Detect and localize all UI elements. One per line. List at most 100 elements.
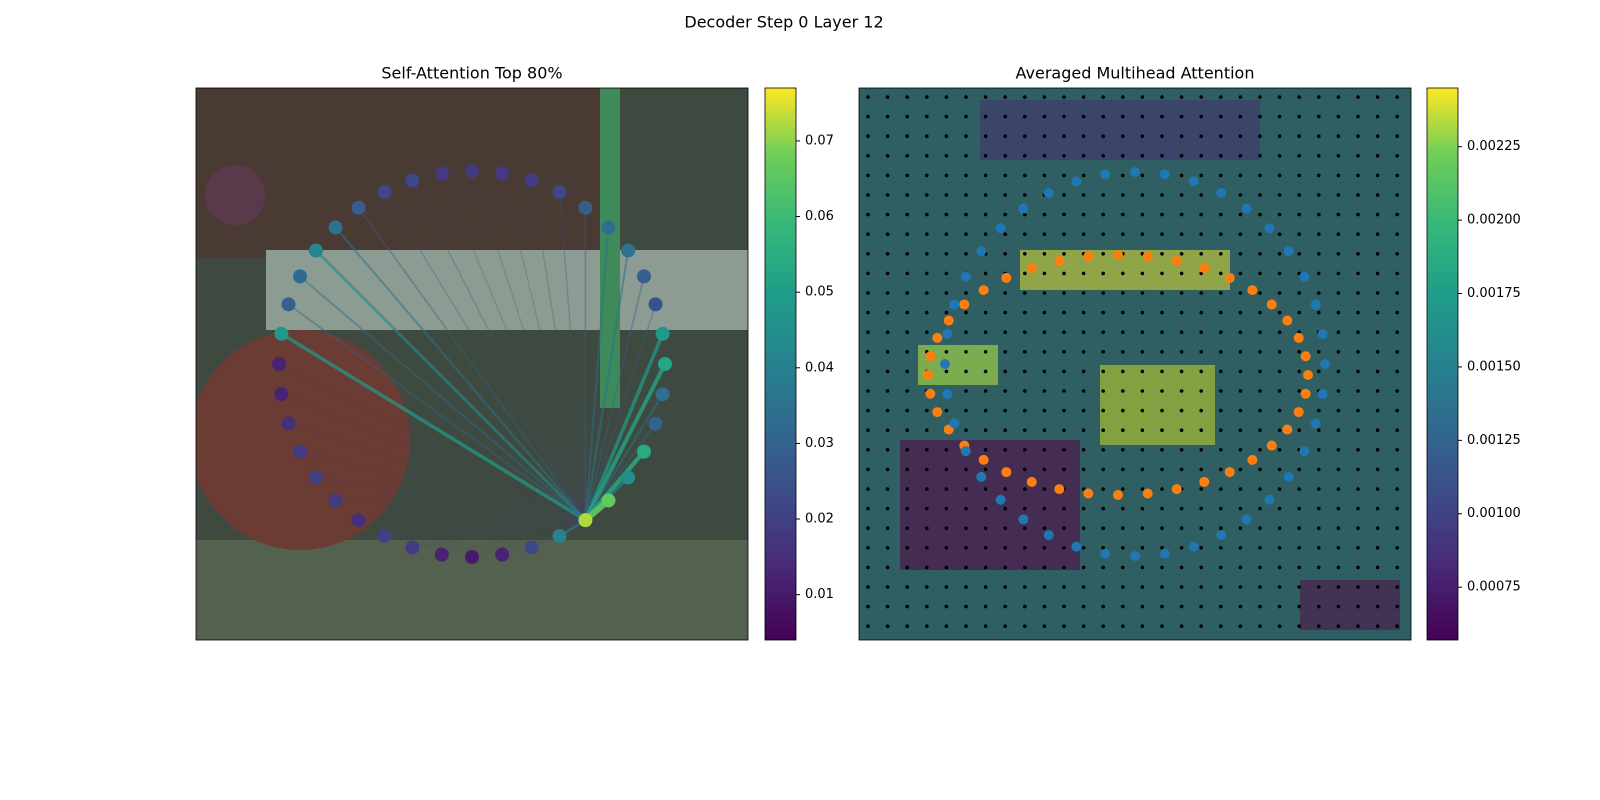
grid-dot bbox=[1395, 95, 1399, 99]
grid-dot bbox=[1062, 506, 1066, 511]
attention-line bbox=[501, 519, 586, 556]
grid-dot bbox=[1101, 350, 1105, 354]
grid-dot bbox=[1199, 350, 1203, 354]
attention-point bbox=[434, 547, 449, 562]
grid-dot bbox=[1297, 114, 1301, 119]
grid-dot bbox=[1336, 585, 1341, 589]
attention-line bbox=[584, 227, 610, 521]
grid-dot bbox=[885, 271, 890, 276]
grid-dot bbox=[925, 546, 929, 550]
grid-dot bbox=[925, 291, 929, 295]
attention-line bbox=[383, 191, 587, 521]
grid-dot bbox=[1140, 408, 1145, 413]
colorbar-tick-label: 0.00125 bbox=[1467, 433, 1521, 448]
grid-dot bbox=[1179, 291, 1184, 295]
grid-dot bbox=[866, 95, 870, 99]
grid-dot bbox=[1121, 448, 1125, 452]
grid-dot bbox=[1101, 624, 1105, 628]
grid-dot bbox=[944, 350, 949, 354]
grid-dot bbox=[1042, 212, 1047, 217]
grid-dot bbox=[1219, 604, 1223, 609]
reference-point bbox=[1159, 548, 1170, 559]
grid-dot bbox=[1356, 624, 1360, 628]
grid-dot bbox=[1219, 565, 1223, 570]
reference-point bbox=[1100, 169, 1111, 180]
grid-dot bbox=[925, 448, 929, 452]
grid-dot bbox=[1179, 624, 1184, 628]
attention-point bbox=[465, 550, 479, 564]
grid-dot bbox=[1081, 330, 1086, 335]
reference-point bbox=[1018, 514, 1029, 525]
grid-dot bbox=[905, 408, 909, 413]
grid-dot bbox=[1179, 408, 1184, 413]
grid-dot bbox=[866, 624, 870, 628]
grid-dot bbox=[1277, 252, 1282, 256]
grid-dot bbox=[1062, 134, 1066, 138]
grid-dot bbox=[925, 565, 929, 570]
grid-dot bbox=[1179, 95, 1184, 99]
grid-dot bbox=[925, 173, 929, 178]
prediction-point bbox=[1293, 407, 1304, 418]
reference-point bbox=[1018, 203, 1029, 214]
reference-point bbox=[1264, 494, 1275, 505]
grid-dot bbox=[1121, 487, 1125, 491]
grid-dot bbox=[1238, 271, 1243, 276]
grid-dot bbox=[866, 193, 870, 197]
grid-dot bbox=[1062, 232, 1066, 236]
grid-dot bbox=[1317, 408, 1321, 413]
grid-dot bbox=[1081, 604, 1086, 609]
grid-dot bbox=[1081, 154, 1086, 158]
grid-dot bbox=[1336, 624, 1341, 628]
grid-dot bbox=[885, 448, 890, 452]
attention-line bbox=[281, 393, 586, 521]
grid-dot bbox=[1258, 506, 1262, 511]
grid-dot bbox=[1023, 506, 1027, 511]
grid-dot bbox=[1258, 232, 1262, 236]
grid-dot bbox=[983, 350, 988, 354]
grid-dot bbox=[905, 389, 909, 393]
grid-dot bbox=[905, 350, 909, 354]
grid-dot bbox=[1101, 95, 1105, 99]
grid-dot bbox=[1219, 546, 1223, 550]
grid-dot bbox=[1042, 604, 1047, 609]
colorbar-tick-label: 0.05 bbox=[805, 285, 834, 300]
grid-dot bbox=[925, 408, 929, 413]
grid-dot bbox=[1160, 585, 1164, 589]
attention-point bbox=[274, 326, 289, 341]
grid-dot bbox=[1375, 173, 1380, 178]
grid-dot bbox=[1375, 291, 1380, 295]
grid-dot bbox=[1375, 134, 1380, 138]
colorbar-tick-label: 0.00100 bbox=[1467, 506, 1521, 521]
grid-dot bbox=[1121, 585, 1125, 589]
grid-dot bbox=[964, 467, 968, 472]
grid-dot bbox=[944, 291, 949, 295]
grid-dot bbox=[1121, 114, 1125, 119]
grid-dot bbox=[905, 212, 909, 217]
grid-dot bbox=[1062, 565, 1066, 570]
grid-dot bbox=[1317, 467, 1321, 472]
grid-dot bbox=[1238, 350, 1243, 354]
grid-dot bbox=[1042, 252, 1047, 256]
prediction-point bbox=[1266, 299, 1277, 310]
grid-dot bbox=[1062, 271, 1066, 276]
grid-dot bbox=[944, 212, 949, 217]
grid-dot bbox=[1395, 193, 1399, 197]
grid-dot bbox=[1395, 546, 1399, 550]
grid-dot bbox=[983, 546, 988, 550]
attention-line bbox=[299, 275, 587, 521]
prediction-point bbox=[1266, 440, 1277, 451]
grid-dot bbox=[1317, 154, 1321, 158]
grid-dot bbox=[1317, 193, 1321, 197]
grid-dot bbox=[1121, 154, 1125, 158]
grid-dot bbox=[1258, 369, 1262, 374]
grid-dot bbox=[1199, 506, 1203, 511]
attention-point bbox=[524, 540, 539, 555]
grid-dot bbox=[1062, 369, 1066, 374]
grid-dot bbox=[1042, 624, 1047, 628]
grid-dot bbox=[944, 585, 949, 589]
grid-dot bbox=[1023, 408, 1027, 413]
prediction-point bbox=[1282, 315, 1293, 326]
grid-dot bbox=[885, 408, 890, 413]
grid-dot bbox=[905, 291, 909, 295]
grid-dot bbox=[905, 506, 909, 511]
